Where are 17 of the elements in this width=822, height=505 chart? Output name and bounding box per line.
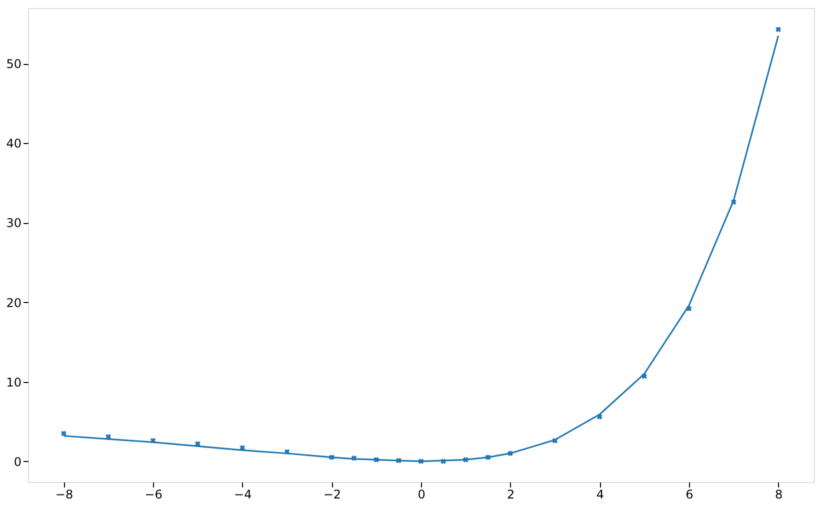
y-tick-label: 50	[6, 57, 22, 72]
point	[61, 430, 66, 436]
x-tick-label: 2	[507, 488, 515, 502]
x-tick-label: −4	[234, 488, 252, 502]
x-tick-label: −6	[144, 488, 162, 502]
y-tick-label: 10	[6, 375, 22, 390]
y-tick-label: 30	[6, 216, 22, 230]
x-tick-label: −8	[55, 488, 74, 502]
x-tick-label: 8	[774, 488, 783, 502]
x-tick-label: −2	[323, 488, 342, 502]
point	[776, 26, 781, 32]
y-tick-label: 40	[6, 136, 22, 151]
y-tick-label: 20	[6, 296, 22, 310]
x-tick-label: 0	[418, 488, 426, 502]
y-tick-label: 0	[14, 454, 22, 469]
x-tick-label: 4	[596, 488, 604, 502]
x-tick-label: 6	[686, 488, 694, 502]
